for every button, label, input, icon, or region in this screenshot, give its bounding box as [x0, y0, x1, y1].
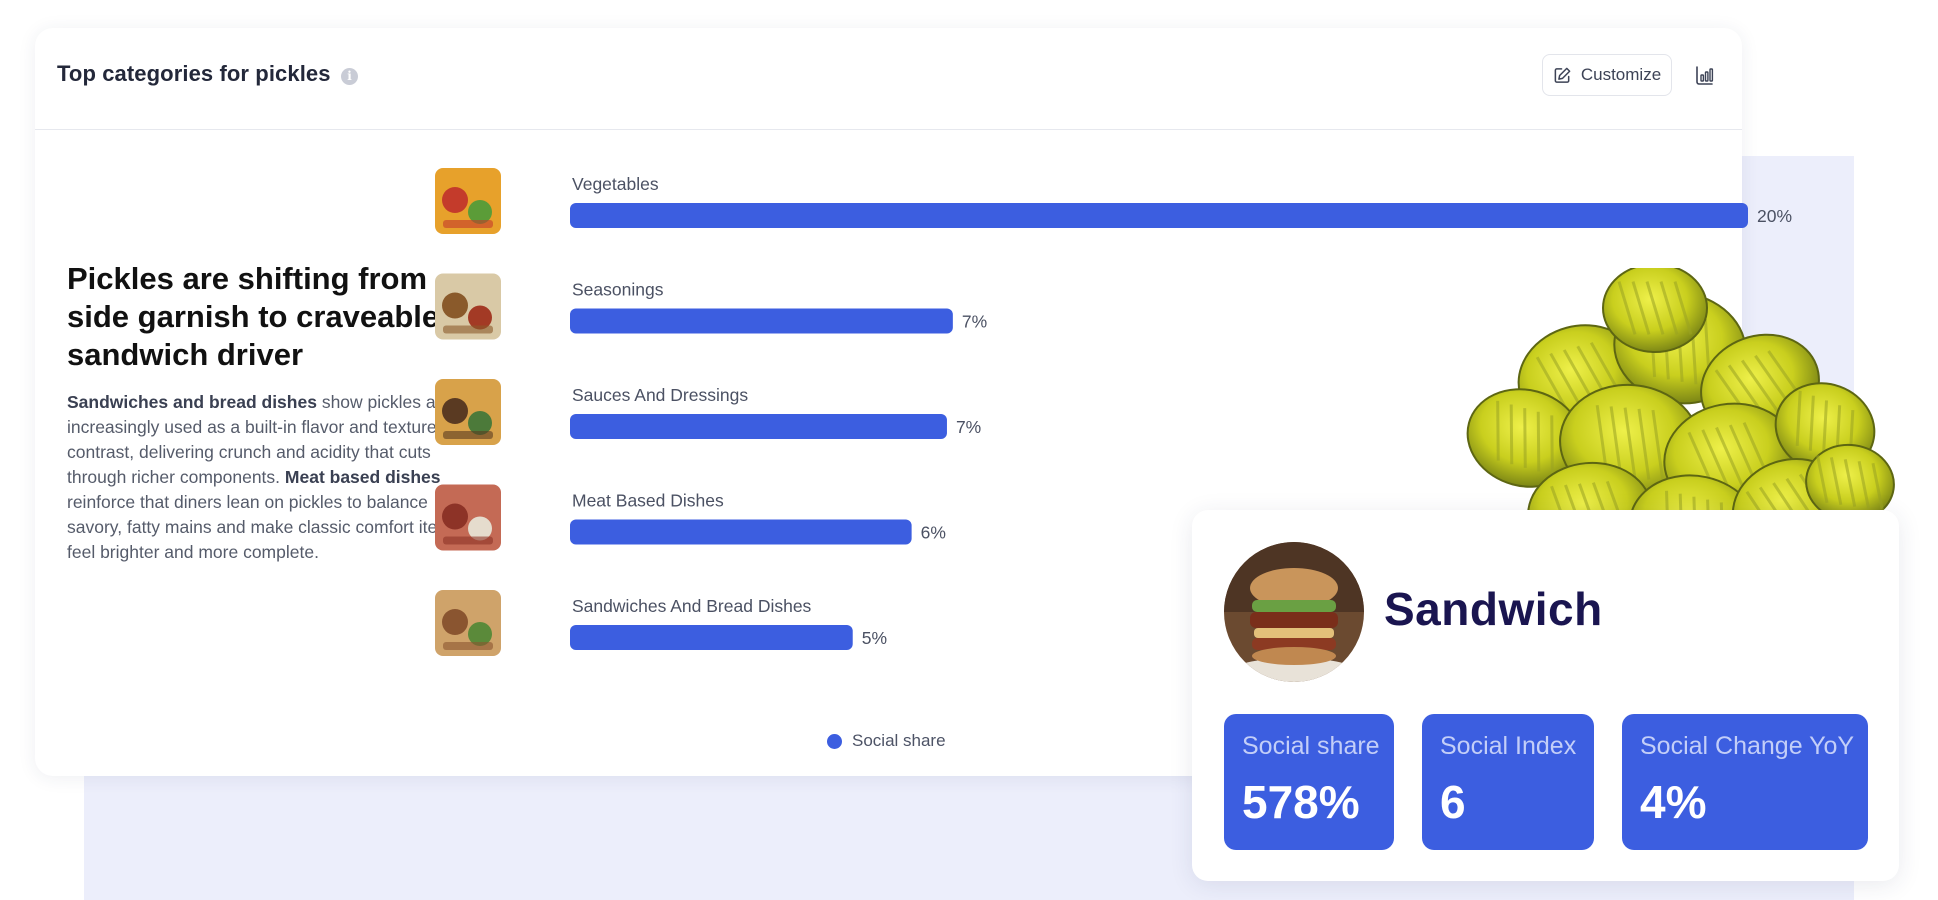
insight-text-2: reinforce that diners lean on pickles to…: [67, 492, 461, 562]
pickle-ridge: [1659, 281, 1679, 335]
bar: [570, 308, 953, 334]
thumbnail-detail: [442, 187, 468, 213]
thumbnail-detail: [468, 305, 492, 330]
bar: [570, 519, 912, 545]
pickle-ridge: [1829, 457, 1843, 506]
pickle-ridge: [1821, 400, 1829, 456]
sandwich-title: Sandwich: [1384, 583, 1603, 635]
stat-label: Social Change YoY: [1640, 732, 1855, 760]
pickle-ridge: [1631, 281, 1651, 335]
pickle-ridge: [1550, 415, 1554, 476]
thumbnail-detail: [442, 292, 468, 319]
thumbnail-detail: [468, 516, 492, 541]
stat-value: 578%: [1242, 776, 1360, 828]
pickle-ridge: [1609, 406, 1623, 478]
pickle-ridge: [1740, 359, 1780, 413]
card-header: Top categories for pickles i Customize: [35, 28, 1742, 130]
pickle-ridge: [1795, 390, 1802, 447]
bar: [570, 625, 853, 650]
stat-label: Social Index: [1440, 732, 1577, 760]
pickle-ridge: [1715, 426, 1745, 490]
insight-body: Sandwiches and bread dishes show pickles…: [67, 390, 487, 565]
pickle-ridge: [1871, 462, 1884, 511]
pickle-ridge: [1673, 281, 1693, 335]
thumbnail-detail: [442, 609, 468, 635]
bar: [570, 203, 1748, 228]
pickle-ridge: [1857, 460, 1871, 509]
data-label: 7%: [956, 417, 981, 437]
stat-social-change-yoy: Social Change YoY 4%: [1622, 714, 1868, 850]
data-label: 6%: [921, 523, 946, 543]
pickle-ridge: [1701, 429, 1732, 492]
pickle-ridge: [1496, 400, 1500, 461]
thumbnail-detail: [443, 325, 493, 334]
legend-dot-social-share: [827, 733, 842, 749]
pickle-ridge: [1617, 281, 1637, 335]
stat-label: Social share: [1242, 732, 1380, 760]
pickle-ridge: [1808, 395, 1815, 451]
sandwich-avatar: [1224, 542, 1364, 682]
thumbnail-detail: [443, 642, 493, 650]
pickle-ridge: [1523, 408, 1527, 468]
stat-social-index: Social Index 6: [1422, 714, 1594, 850]
data-label: 5%: [862, 628, 887, 648]
category-label: Seasonings: [572, 280, 664, 300]
edit-icon: [1554, 67, 1571, 83]
thumbnail-detail: [442, 503, 468, 530]
pickle-ridge: [1816, 455, 1829, 504]
sandwich-card: Sandwich Social share 578% Social Index …: [1192, 510, 1899, 881]
customize-button[interactable]: Customize: [1542, 54, 1672, 96]
legend-label: Social share: [852, 731, 946, 750]
thumbnail-detail: [443, 536, 493, 545]
info-icon[interactable]: i: [341, 68, 358, 85]
insight-bold-meat: Meat based dishes: [284, 467, 441, 487]
thumbnail-detail: [443, 220, 493, 228]
thumbnail-detail: [468, 411, 492, 435]
thumbnail-detail: [468, 622, 492, 646]
chart-legend: Social share: [827, 731, 946, 751]
pickle-ridge: [1623, 407, 1637, 479]
category-label: Vegetables: [572, 174, 659, 194]
insight-bold-sandwiches: Sandwiches and bread dishes: [67, 392, 317, 412]
pickle-ridge: [1637, 408, 1651, 480]
pickle-ridge: [1645, 281, 1665, 335]
category-label: Sauces And Dressings: [572, 385, 748, 405]
chart-export-icon[interactable]: [1692, 64, 1716, 88]
thumbnail-detail: [468, 200, 492, 224]
card-title: Top categories for pickles: [57, 61, 331, 86]
category-label: Meat Based Dishes: [572, 491, 724, 511]
insight-headline: Pickles are shifting from side garnish t…: [67, 261, 440, 372]
stat-value: 6: [1440, 776, 1466, 828]
customize-label: Customize: [1580, 65, 1662, 84]
data-label: 7%: [962, 312, 987, 332]
category-label: Sandwiches And Bread Dishes: [572, 596, 812, 616]
pickle-ridge: [1651, 409, 1665, 482]
bar: [570, 414, 947, 439]
stat-social-share: Social share 578%: [1224, 714, 1394, 850]
insight-text-1: show pickles are increasingly used as a …: [67, 392, 452, 487]
stat-value: 4%: [1640, 776, 1707, 828]
pickle-ridge: [1536, 411, 1541, 472]
pickle-ridge: [1549, 352, 1584, 411]
thumbnail-detail: [443, 431, 493, 439]
pickle-ridge: [1509, 404, 1514, 465]
data-label: 20%: [1757, 206, 1792, 226]
thumbnail-detail: [442, 398, 468, 424]
pickle-ridge: [1843, 459, 1857, 507]
bar-chart: Vegetables 20% Seasonings 7% Sauces And Dres…: [435, 168, 1792, 656]
